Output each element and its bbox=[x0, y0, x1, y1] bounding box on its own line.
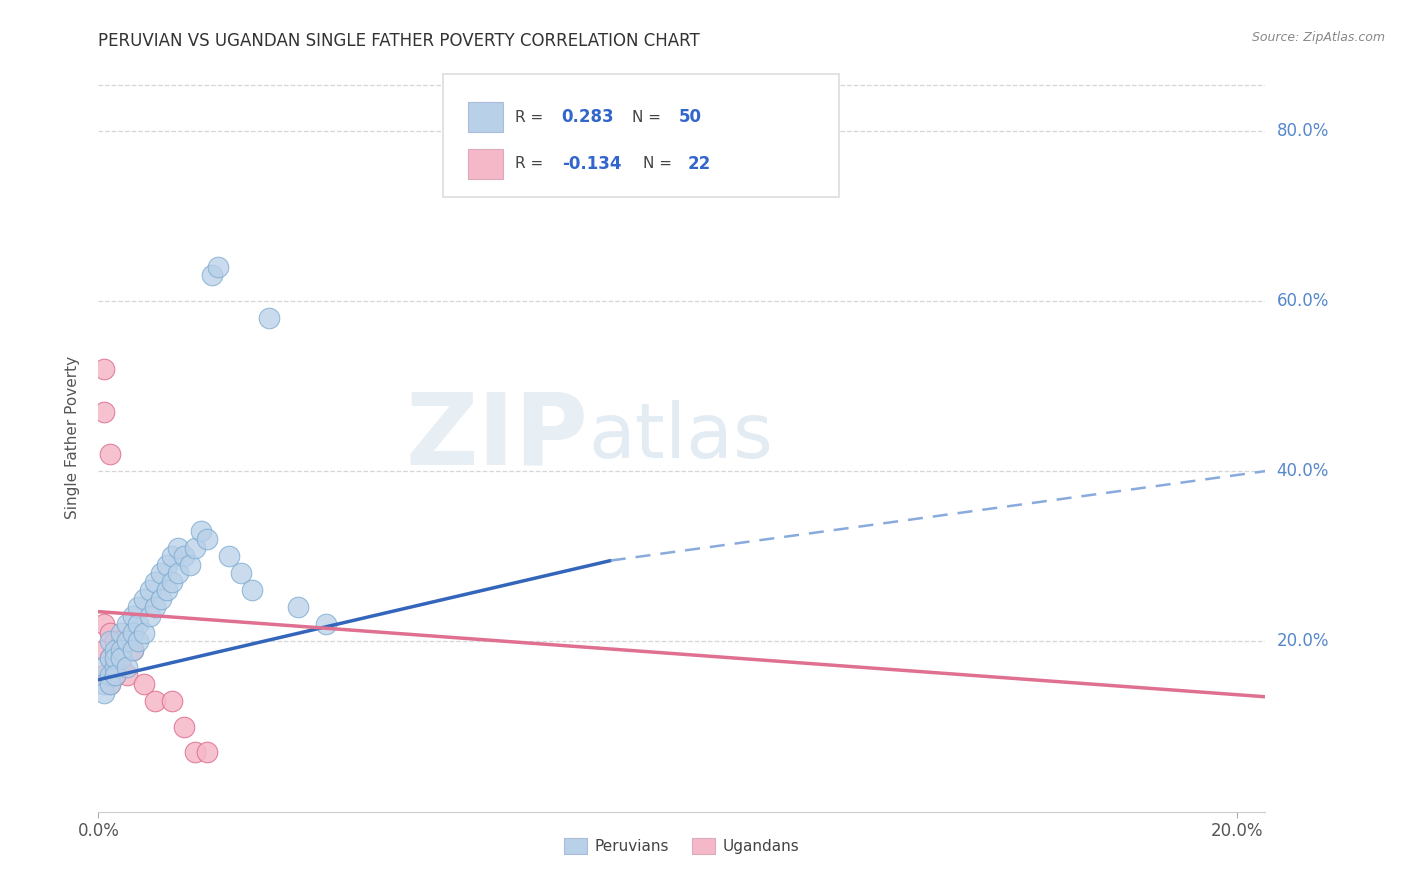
Point bbox=[98, 447, 121, 461]
Point bbox=[132, 677, 155, 691]
Point bbox=[93, 685, 115, 699]
Point bbox=[98, 677, 121, 691]
Text: 20.0%: 20.0% bbox=[1277, 632, 1329, 650]
Text: R =: R = bbox=[515, 156, 548, 171]
Point bbox=[190, 524, 212, 538]
Point bbox=[104, 643, 127, 657]
Point bbox=[167, 566, 190, 581]
Point bbox=[127, 634, 149, 648]
Point bbox=[93, 677, 115, 691]
Point bbox=[98, 626, 121, 640]
Point bbox=[150, 591, 173, 606]
Text: ZIP: ZIP bbox=[406, 389, 589, 485]
Point bbox=[162, 549, 184, 564]
Text: 22: 22 bbox=[688, 154, 711, 172]
Point bbox=[184, 745, 207, 759]
Text: R =: R = bbox=[515, 110, 548, 125]
Point bbox=[93, 643, 115, 657]
Point bbox=[110, 651, 132, 665]
Text: 60.0%: 60.0% bbox=[1277, 292, 1329, 310]
Point bbox=[201, 268, 224, 283]
Point bbox=[257, 310, 280, 325]
Point bbox=[162, 574, 184, 589]
Point bbox=[93, 362, 115, 376]
Point bbox=[173, 720, 195, 734]
Point bbox=[98, 677, 121, 691]
Point bbox=[229, 566, 252, 581]
Point bbox=[115, 634, 138, 648]
Point bbox=[143, 600, 166, 615]
Point bbox=[93, 660, 115, 674]
Text: 80.0%: 80.0% bbox=[1277, 121, 1329, 139]
Bar bbox=[468, 149, 503, 178]
Point bbox=[195, 533, 218, 547]
Legend: Peruvians, Ugandans: Peruvians, Ugandans bbox=[558, 832, 806, 860]
Point bbox=[98, 651, 121, 665]
Point bbox=[138, 583, 160, 598]
Point bbox=[93, 404, 115, 418]
Point bbox=[121, 643, 143, 657]
Point bbox=[218, 549, 240, 564]
Point bbox=[315, 617, 337, 632]
Point bbox=[110, 626, 132, 640]
Point bbox=[93, 668, 115, 682]
Point bbox=[287, 600, 309, 615]
Text: 50: 50 bbox=[679, 108, 702, 126]
Point bbox=[93, 617, 115, 632]
Point bbox=[132, 626, 155, 640]
Point bbox=[184, 541, 207, 555]
Point bbox=[240, 583, 263, 598]
Point bbox=[104, 660, 127, 674]
Point bbox=[156, 583, 179, 598]
Point bbox=[179, 558, 201, 572]
Point bbox=[150, 566, 173, 581]
Point bbox=[110, 634, 132, 648]
FancyBboxPatch shape bbox=[443, 74, 839, 197]
Point bbox=[195, 745, 218, 759]
Point bbox=[138, 608, 160, 623]
Text: 0.283: 0.283 bbox=[562, 108, 614, 126]
Point bbox=[115, 668, 138, 682]
Bar bbox=[468, 103, 503, 132]
Point bbox=[98, 634, 121, 648]
Text: Source: ZipAtlas.com: Source: ZipAtlas.com bbox=[1251, 31, 1385, 45]
Point bbox=[115, 617, 138, 632]
Text: PERUVIAN VS UGANDAN SINGLE FATHER POVERTY CORRELATION CHART: PERUVIAN VS UGANDAN SINGLE FATHER POVERT… bbox=[98, 32, 700, 50]
Point bbox=[98, 668, 121, 682]
Text: N =: N = bbox=[631, 110, 665, 125]
Point bbox=[104, 668, 127, 682]
Point bbox=[127, 617, 149, 632]
Point bbox=[115, 660, 138, 674]
Point bbox=[110, 660, 132, 674]
Text: atlas: atlas bbox=[589, 401, 773, 474]
Point bbox=[104, 651, 127, 665]
Point bbox=[121, 643, 143, 657]
Y-axis label: Single Father Poverty: Single Father Poverty bbox=[65, 356, 80, 518]
Point bbox=[162, 694, 184, 708]
Point bbox=[207, 260, 229, 274]
Point bbox=[127, 600, 149, 615]
Point bbox=[110, 643, 132, 657]
Text: 40.0%: 40.0% bbox=[1277, 462, 1329, 480]
Point bbox=[104, 668, 127, 682]
Point bbox=[121, 626, 143, 640]
Point bbox=[104, 660, 127, 674]
Point bbox=[167, 541, 190, 555]
Point bbox=[173, 549, 195, 564]
Point bbox=[121, 608, 143, 623]
Point bbox=[156, 558, 179, 572]
Text: -0.134: -0.134 bbox=[562, 154, 621, 172]
Point bbox=[98, 651, 121, 665]
Text: N =: N = bbox=[644, 156, 678, 171]
Point bbox=[104, 634, 127, 648]
Point bbox=[132, 591, 155, 606]
Point bbox=[143, 694, 166, 708]
Point bbox=[143, 574, 166, 589]
